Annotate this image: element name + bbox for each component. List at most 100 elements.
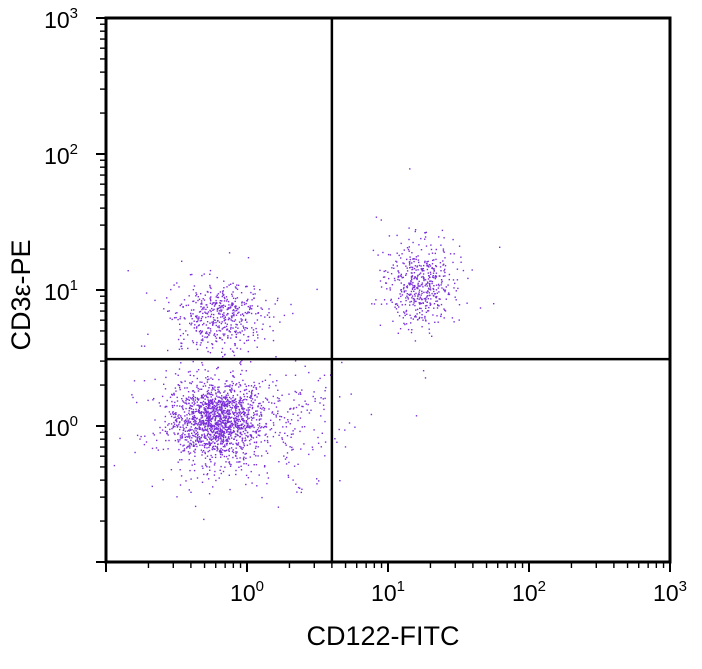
- data-point: [254, 339, 256, 342]
- data-point: [396, 252, 398, 254]
- data-point: [214, 398, 217, 400]
- data-point: [167, 424, 169, 426]
- data-point: [223, 296, 225, 299]
- data-point: [226, 286, 228, 288]
- data-point: [410, 281, 412, 283]
- data-point: [173, 404, 175, 407]
- x-axis-label: CD122-FITC: [306, 621, 459, 651]
- data-point: [192, 390, 195, 392]
- data-point: [264, 439, 266, 442]
- data-point: [245, 439, 247, 441]
- data-point: [246, 416, 249, 418]
- data-point: [424, 236, 427, 238]
- data-point: [184, 387, 186, 389]
- data-point: [227, 437, 229, 440]
- data-point: [222, 403, 224, 405]
- data-point: [176, 421, 178, 423]
- data-point: [259, 386, 261, 388]
- data-point: [453, 321, 455, 323]
- data-point: [231, 399, 233, 402]
- data-point: [180, 381, 182, 383]
- data-point: [213, 415, 215, 417]
- data-point: [145, 441, 148, 443]
- data-point: [252, 293, 254, 295]
- data-point: [199, 438, 201, 441]
- data-point: [212, 445, 215, 448]
- data-point: [237, 420, 239, 422]
- data-point: [397, 311, 399, 313]
- data-point: [231, 422, 233, 425]
- data-point: [230, 429, 232, 431]
- data-point: [261, 426, 263, 428]
- data-point: [427, 287, 430, 290]
- y-axis-ticks: [96, 17, 106, 563]
- data-point: [180, 342, 182, 344]
- data-point: [305, 403, 307, 405]
- data-point: [153, 434, 155, 436]
- data-point: [212, 398, 214, 401]
- data-point: [215, 437, 217, 439]
- data-point: [190, 398, 193, 400]
- data-point: [174, 373, 177, 375]
- data-point: [215, 324, 217, 327]
- data-point: [249, 308, 251, 311]
- data-point: [233, 427, 235, 429]
- data-point: [428, 264, 431, 266]
- data-point: [247, 418, 249, 420]
- data-point: [206, 321, 209, 323]
- data-point: [193, 430, 195, 432]
- data-point: [251, 424, 253, 426]
- data-point: [314, 398, 316, 400]
- data-point: [236, 405, 238, 408]
- data-point: [247, 305, 249, 308]
- data-point: [432, 272, 435, 274]
- data-point: [258, 474, 260, 476]
- data-point: [202, 450, 205, 452]
- data-point: [188, 433, 190, 435]
- data-point: [412, 303, 414, 306]
- data-point: [216, 317, 219, 319]
- data-point: [212, 323, 214, 325]
- data-point: [186, 403, 188, 405]
- data-point: [400, 257, 402, 259]
- data-point: [205, 312, 207, 314]
- data-point: [416, 265, 419, 267]
- data-point: [211, 389, 213, 391]
- data-point: [216, 404, 219, 406]
- data-point: [195, 443, 197, 445]
- data-point: [433, 307, 435, 309]
- data-point: [227, 413, 229, 415]
- data-point: [234, 319, 237, 321]
- data-point: [225, 296, 228, 298]
- data-point: [203, 433, 205, 435]
- data-point: [423, 264, 425, 267]
- data-point: [243, 334, 245, 336]
- data-point: [187, 441, 189, 443]
- data-point: [208, 444, 211, 447]
- data-point: [185, 421, 188, 423]
- data-point: [413, 272, 416, 274]
- data-point: [254, 394, 257, 396]
- data-point: [187, 445, 189, 448]
- data-point: [283, 417, 286, 419]
- data-point: [193, 416, 196, 418]
- data-point: [411, 288, 414, 291]
- data-point: [216, 440, 218, 443]
- data-point: [218, 423, 220, 426]
- data-point: [217, 421, 219, 423]
- data-point: [194, 448, 196, 451]
- data-point: [242, 402, 244, 404]
- data-point: [264, 316, 266, 318]
- data-point: [274, 431, 277, 434]
- data-point: [213, 333, 216, 335]
- data-point: [216, 447, 219, 449]
- data-point: [213, 428, 216, 430]
- data-point: [261, 496, 263, 499]
- data-point: [239, 414, 241, 416]
- data-point: [189, 421, 192, 423]
- data-point: [227, 335, 229, 337]
- data-point: [181, 381, 183, 384]
- data-point: [226, 429, 228, 431]
- data-point: [198, 426, 200, 429]
- data-point: [398, 306, 400, 308]
